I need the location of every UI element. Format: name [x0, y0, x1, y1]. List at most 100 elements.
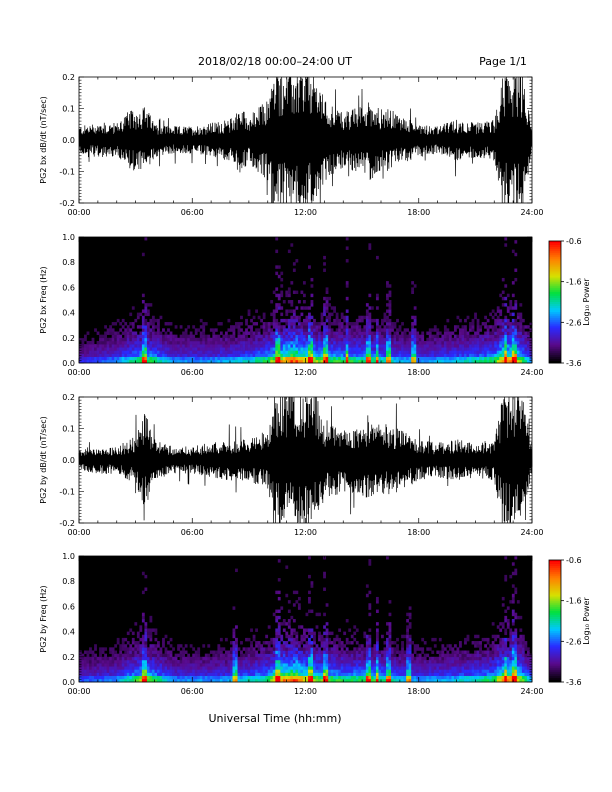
- spectrogram-cell: [325, 644, 329, 648]
- spectrogram-cell: [499, 669, 503, 673]
- spectrogram-cell: [486, 669, 490, 673]
- spectrogram-cell: [396, 334, 399, 339]
- spectrogram-cell: [494, 634, 498, 639]
- spectrogram-cell: [282, 350, 286, 354]
- spectrogram-cell: [184, 328, 188, 332]
- spectrogram-cell: [333, 359, 336, 364]
- spectrogram-cell: [119, 340, 123, 345]
- spectrogram-cell: [320, 318, 324, 323]
- spectrogram-cell: [124, 644, 128, 648]
- spectrogram-cell: [197, 656, 201, 661]
- spectrogram-cell: [240, 340, 243, 345]
- spectrogram-cell: [302, 347, 306, 351]
- spectrogram-cell: [302, 666, 306, 670]
- spectrogram-cell: [237, 340, 241, 345]
- spectrogram-cell: [106, 672, 110, 676]
- spectrogram-cell: [141, 350, 145, 354]
- spectrogram-cell: [516, 328, 520, 332]
- spectrogram-cell: [245, 350, 248, 354]
- spectrogram-cell: [300, 666, 304, 670]
- spectrogram-cell: [459, 656, 462, 661]
- spectrogram-cell: [358, 350, 362, 354]
- spectrogram-cell: [204, 675, 208, 680]
- spectrogram-cell: [320, 315, 324, 320]
- spectrogram-cell: [310, 584, 314, 588]
- spectrogram-cell: [295, 656, 299, 661]
- spectrogram-cell: [373, 350, 377, 354]
- spectrogram-cell: [177, 666, 180, 670]
- spectrogram-cell: [375, 306, 379, 310]
- spectrogram-cell: [403, 334, 407, 339]
- spectrogram-cell: [292, 325, 296, 329]
- spectrogram-cell: [287, 328, 291, 332]
- spectrogram-cell: [297, 322, 301, 326]
- spectrogram-cell: [255, 353, 258, 357]
- spectrogram-cell: [524, 334, 528, 339]
- spectrogram-cell: [141, 672, 145, 676]
- spectrogram-cell: [290, 350, 294, 354]
- spectrogram-cell: [313, 634, 316, 639]
- spectrogram-cell: [136, 675, 140, 680]
- spectrogram-cell: [310, 669, 314, 673]
- spectrogram-cell: [164, 659, 168, 664]
- spectrogram-cell: [265, 331, 269, 335]
- spectrogram-cell: [375, 337, 379, 342]
- spectrogram-cell: [448, 656, 452, 661]
- spectrogram-cell: [365, 337, 369, 342]
- colorbar-label: Log₁₀ Power: [582, 278, 591, 326]
- spectrogram-cell: [187, 356, 191, 361]
- spectrogram-cell: [214, 656, 218, 661]
- spectrogram-cell: [91, 678, 95, 683]
- spectrogram-cell: [408, 331, 412, 335]
- spectrogram-cell: [169, 663, 173, 667]
- spectrogram-cell: [386, 656, 389, 661]
- spectrogram-cell: [313, 675, 316, 680]
- spectrogram-cell: [157, 669, 160, 673]
- spectrogram-cell: [79, 359, 82, 364]
- spectrogram-cell: [350, 656, 354, 661]
- spectrogram-cell: [381, 669, 384, 673]
- spectrogram-cell: [212, 350, 216, 354]
- y-tick-label: -0.2: [59, 519, 75, 528]
- spectrogram-cell: [383, 666, 387, 670]
- spectrogram-cell: [386, 337, 389, 342]
- spectrogram-cell: [343, 356, 347, 361]
- spectrogram-cell: [448, 356, 452, 361]
- spectrogram-cell: [290, 634, 294, 639]
- spectrogram-cell: [325, 350, 329, 354]
- spectrogram-cell: [154, 637, 158, 642]
- spectrogram-cell: [323, 644, 326, 648]
- spectrogram-cell: [222, 344, 226, 348]
- spectrogram-cell: [146, 669, 150, 673]
- spectrogram-cell: [257, 678, 261, 683]
- spectrogram-cell: [139, 347, 143, 351]
- spectrogram-cell: [227, 653, 231, 658]
- spectrogram-cell: [388, 663, 392, 667]
- spectrogram-cell: [235, 340, 238, 345]
- spectrogram-cell: [383, 331, 387, 335]
- spectrogram-cell: [240, 653, 243, 658]
- spectrogram-cell: [451, 647, 455, 651]
- spectrogram-cell: [461, 675, 465, 680]
- spectrogram-cell: [474, 347, 477, 351]
- spectrogram-cell: [446, 334, 450, 339]
- spectrogram-cell: [318, 656, 321, 661]
- spectrogram-cell: [459, 337, 462, 342]
- spectrogram-cell: [116, 318, 120, 323]
- spectrogram-cell: [494, 337, 498, 342]
- spectrogram-cell: [297, 315, 301, 320]
- spectrogram-cell: [270, 328, 274, 332]
- spectrogram-cell: [365, 318, 369, 323]
- spectrogram-cell: [360, 656, 364, 661]
- spectrogram-cell: [386, 359, 389, 364]
- spectrogram-cell: [340, 315, 344, 320]
- spectrogram-cell: [446, 653, 450, 658]
- spectrogram-cell: [167, 675, 170, 680]
- spectrogram-cell: [471, 350, 475, 354]
- spectrogram-cell: [413, 306, 417, 310]
- spectrogram-cell: [345, 325, 349, 329]
- spectrogram-cell: [136, 350, 140, 354]
- spectrogram-cell: [423, 666, 427, 670]
- spectrogram-cell: [325, 353, 329, 357]
- spectrogram-cell: [406, 653, 409, 658]
